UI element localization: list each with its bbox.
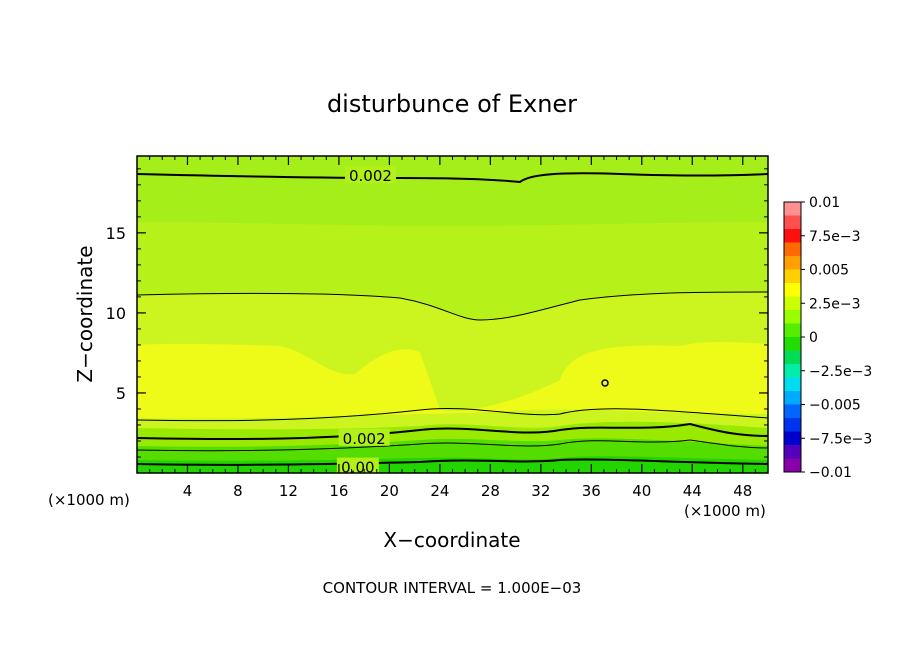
x-tick-label: 4 [183,482,193,500]
x-tick-label: 24 [430,482,449,500]
colorbar-swatch [784,350,801,365]
colorbar-swatch [784,296,801,311]
plot-area: 0.002 0.002 0.00 [137,156,768,477]
contour-label-bg [338,428,390,446]
x-tick-label: 20 [380,482,399,500]
contour-closed-small [601,379,609,387]
colorbar-swatch [784,269,801,284]
colorbar-tick-label: 0.005 [809,263,849,279]
contour-label-bg [336,457,379,473]
x-tick-label: 28 [481,482,500,500]
colorbar-swatch [784,337,801,351]
colorbar-tick-label: 0 [809,330,818,346]
contour-line-low-1 [137,422,768,441]
x-unit-left: (×1000 m) [48,491,130,509]
colorbar-swatch [784,458,801,473]
x-tick-label: 32 [531,482,550,500]
chart-title: disturbunce of Exner [327,90,577,118]
y-tick-label: 15 [106,224,126,243]
contour-line-mid [137,291,768,321]
contour-label-bg [344,166,396,184]
colorbar-tick-label: −0.01 [809,465,852,481]
colorbar-swatch [784,323,801,338]
colorbar-swatch [784,242,801,257]
y-tick-label: 10 [106,304,126,323]
colorbar-swatch [784,404,801,419]
colorbar-swatch [784,377,801,392]
x-tick-label: 16 [329,482,348,500]
colorbar-swatch [784,202,801,216]
colorbar-swatch [784,215,801,230]
x-tick-label: 40 [632,482,651,500]
contour-line-upper [137,172,768,184]
colorbar: 0.01 7.5e−3 0.005 2.5e−3 0 −2.5e−3 −0.005 −7.5e… [783,195,872,481]
colorbar-tick-label: −7.5e−3 [809,431,872,447]
colorbar-swatch [784,418,801,432]
x-tick-label: 48 [733,482,752,500]
colorbar-swatch [784,445,801,459]
band-yellow [137,342,768,420]
contour-label: 0.002 [349,167,392,185]
contour-labels: 0.002 0.002 0.00 [336,166,396,477]
contour-line-low-2 [137,439,768,452]
colorbar-swatch [784,431,801,446]
contour-interval-footer: CONTOUR INTERVAL = 1.000E−03 [323,579,582,597]
colorbar-tick-label: 0.01 [809,195,840,211]
contour-label: 0.002 [343,430,386,448]
colorbar-tick-label: −0.005 [809,398,861,414]
x-tick-label: 8 [233,482,243,500]
y-tick-label: 5 [116,384,126,403]
colorbar-tick-label: 2.5e−3 [809,296,861,312]
colorbar-swatch [784,364,801,378]
x-unit-right: (×1000 m) [684,502,766,520]
x-axis-label: X−coordinate [383,528,520,552]
colorbar-tick-label: −2.5e−3 [809,364,872,380]
contour-label: 0.00 [341,459,374,477]
x-tick-label: 12 [279,482,298,500]
colorbar-swatch [784,229,801,243]
colorbar-swatch [784,256,801,270]
x-tick-label: 44 [683,482,702,500]
colorbar-swatch [784,310,801,324]
x-tick-label: 36 [582,482,601,500]
colorbar-tick-label: 7.5e−3 [809,229,861,245]
colorbar-swatch [784,391,801,405]
contour-lines [137,172,768,466]
colorbar-swatch [784,283,801,297]
y-axis-label: Z−coordinate [73,245,97,382]
contour-line-yellow-edge [137,407,768,422]
contour-line-low-3 [137,458,768,466]
